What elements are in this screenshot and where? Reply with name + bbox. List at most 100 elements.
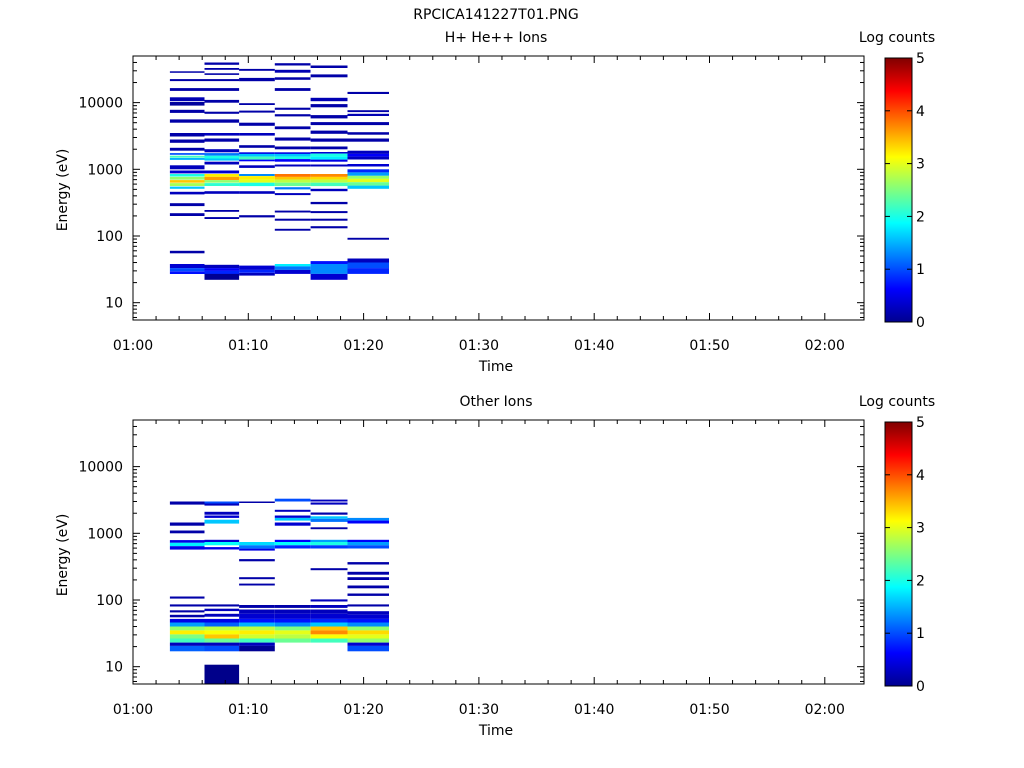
heatmap-cell xyxy=(310,613,348,619)
heatmap-cell xyxy=(239,634,275,639)
heatmap-cell xyxy=(274,609,311,614)
heatmap-cell xyxy=(169,191,205,195)
plot-frame xyxy=(132,55,865,321)
heatmap-cell xyxy=(347,268,389,274)
heatmap-cell xyxy=(274,159,311,162)
y-tick-labels: 10 100 1000 10000 xyxy=(78,460,123,676)
heatmap-cell xyxy=(239,638,275,643)
heatmap-cell xyxy=(204,155,240,159)
heatmap-cell xyxy=(347,630,389,635)
heatmap-cell xyxy=(274,618,311,623)
heatmap-cell xyxy=(310,159,348,162)
heatmap-cell xyxy=(204,174,240,177)
axis-ticks xyxy=(132,55,864,320)
heatmap-cell xyxy=(169,614,205,618)
heatmap-cell xyxy=(169,203,205,207)
heatmap-cell xyxy=(274,146,311,150)
heatmap-cell xyxy=(169,139,205,143)
heatmap-cell xyxy=(274,182,311,187)
heatmap-cell xyxy=(169,180,205,183)
y-tick-label: 1000 xyxy=(87,526,123,542)
colorbar-label: Log counts xyxy=(859,30,935,46)
heatmap-cell xyxy=(204,515,240,518)
heatmap-cell xyxy=(204,176,240,181)
heatmap-cell xyxy=(310,618,348,623)
heatmap-cell xyxy=(347,542,389,546)
heatmap-cell xyxy=(310,264,348,274)
x-tick-label: 01:00 xyxy=(113,702,153,718)
heatmap-cell xyxy=(169,176,205,180)
colorbar-tick-label: 3 xyxy=(916,521,925,537)
heatmap-cell xyxy=(347,169,389,173)
y-axis-label: Energy (eV) xyxy=(55,149,71,232)
heatmap-cell xyxy=(204,158,240,161)
heatmap-cell xyxy=(239,272,275,276)
heatmap-cell xyxy=(347,614,389,619)
heatmap-cell xyxy=(347,593,389,596)
heatmap-cell xyxy=(347,604,389,607)
heatmap-cell xyxy=(204,153,240,156)
heatmap-cell xyxy=(310,273,348,280)
heatmap-cell xyxy=(239,642,275,646)
heatmap-cell xyxy=(239,191,275,194)
x-tick-label: 01:00 xyxy=(113,338,153,354)
x-tick-label: 01:40 xyxy=(574,702,614,718)
heatmap-cell xyxy=(310,527,348,530)
y-tick-label: 100 xyxy=(96,593,123,609)
heatmap-cell xyxy=(204,608,240,612)
heatmap-cell xyxy=(239,182,275,187)
heatmap-cell xyxy=(239,153,275,157)
heatmap-cell xyxy=(274,522,311,526)
heatmap-cell xyxy=(310,605,348,608)
x-tick-label: 01:40 xyxy=(574,338,614,354)
heatmap-cell xyxy=(204,111,240,114)
heatmap-cell xyxy=(274,517,311,521)
heatmap-cell xyxy=(169,157,205,160)
heatmap-cell xyxy=(347,585,389,589)
heatmap-cell xyxy=(310,261,348,264)
heatmap-cell xyxy=(310,156,348,160)
heatmap-cell xyxy=(274,156,311,160)
heatmap-cell xyxy=(239,605,275,608)
heatmap-cell xyxy=(310,518,348,522)
heatmap-cell xyxy=(204,604,240,607)
heatmap-cell xyxy=(169,542,205,547)
heatmap-cell xyxy=(204,170,240,174)
heatmap-cell xyxy=(274,137,311,141)
colorbar: Log counts 0 1 2 3 4 5 xyxy=(859,30,935,331)
heatmap-cell xyxy=(169,540,205,543)
heatmap-cell xyxy=(347,175,389,179)
y-tick-label: 10 xyxy=(105,296,123,312)
heatmap-cell xyxy=(310,211,348,214)
heatmap-cell xyxy=(310,502,348,505)
heatmap-cell xyxy=(347,164,389,167)
heatmap-cell xyxy=(274,509,311,512)
heatmap-cell xyxy=(239,133,275,136)
heatmap-cell xyxy=(204,626,240,631)
heatmap-cell xyxy=(274,193,311,196)
heatmap-cell xyxy=(169,634,205,639)
heatmap-cell xyxy=(239,165,275,168)
heatmap-cell xyxy=(239,501,275,503)
colorbar-gradient xyxy=(884,57,913,323)
x-tick-label: 02:00 xyxy=(805,702,845,718)
heatmap-cell xyxy=(204,642,240,646)
x-tick-labels: 01:00 01:10 01:20 01:30 01:40 01:50 02:0… xyxy=(113,702,845,718)
axis-ticks xyxy=(132,419,864,684)
colorbar-tick-label: 1 xyxy=(916,262,925,278)
heatmap-cell xyxy=(239,609,275,614)
x-tick-label: 01:10 xyxy=(228,338,268,354)
colorbar-tick-label: 2 xyxy=(916,573,925,589)
heatmap-cell xyxy=(239,577,275,580)
heatmap-cell xyxy=(310,609,348,614)
y-tick-label: 100 xyxy=(96,229,123,245)
heatmap-cell xyxy=(204,622,240,627)
heatmap-cell xyxy=(347,562,389,565)
heatmap-cell xyxy=(239,152,275,154)
heatmap-cell xyxy=(310,516,348,519)
heatmap-cell xyxy=(310,174,348,177)
heatmap-cell xyxy=(310,512,348,515)
heatmap-cells xyxy=(169,498,389,684)
heatmap-cell xyxy=(204,638,240,643)
heatmap-cell xyxy=(310,104,348,108)
